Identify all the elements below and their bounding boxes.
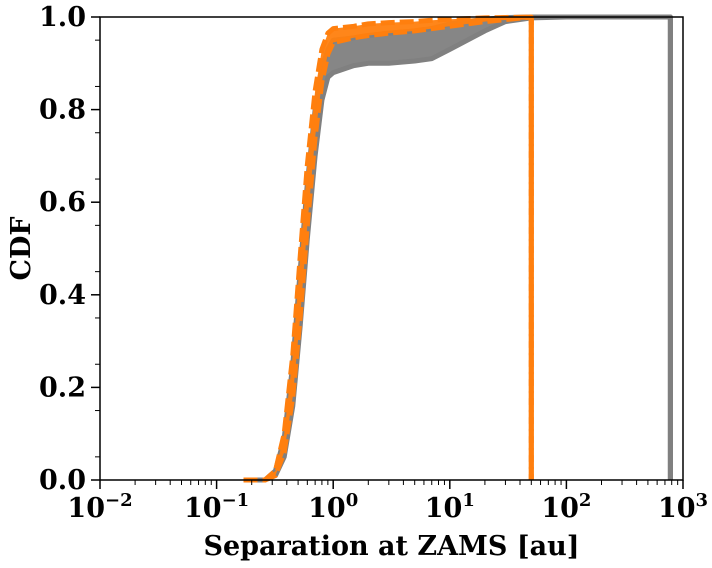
- y-tick-label: 0.4: [39, 280, 86, 311]
- x-axis-label: Separation at ZAMS [au]: [203, 531, 579, 562]
- x-tick-label: 101: [425, 490, 475, 524]
- x-tick-label: 10−2: [67, 490, 132, 524]
- axes-frame: [99, 16, 684, 481]
- x-tick-label: 100: [308, 490, 358, 524]
- x-tick-label: 102: [541, 490, 591, 524]
- y-axis-label: CDF: [6, 216, 37, 280]
- x-tick-label: 10−1: [184, 490, 249, 524]
- series-1-upper-line: [243, 14, 534, 483]
- y-tick-label: 0.6: [39, 187, 86, 218]
- series-1: [243, 14, 534, 483]
- series-1-band: [243, 17, 532, 480]
- y-tick-label: 0.2: [39, 372, 86, 403]
- y-tick-label: 0.0: [39, 465, 86, 496]
- x-tick-label: 103: [658, 490, 708, 524]
- y-tick-label: 1.0: [39, 2, 86, 33]
- ticks-layer: 10−2 10−1 100 101 102 103 0.0 0.2 0.4 0.6 0.8 1.0: [39, 2, 708, 524]
- y-tick-label: 0.8: [39, 95, 86, 126]
- series-1-lower-line: [243, 14, 534, 483]
